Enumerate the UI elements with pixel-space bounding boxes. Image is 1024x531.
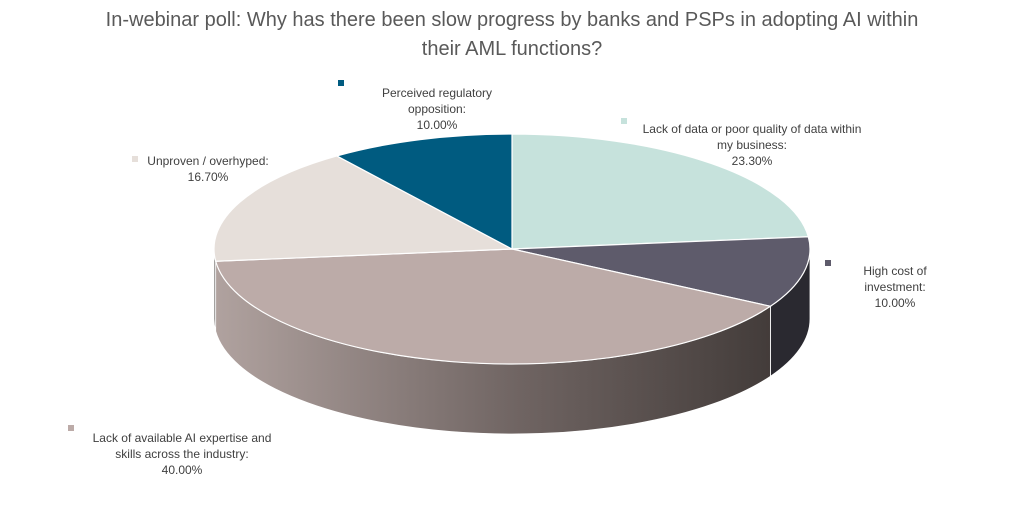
legend-key-overhyped (132, 156, 138, 162)
pie-slice-data-quality (511, 133, 810, 250)
slice-label-overhyped: Unproven / overhyped: 16.70% (147, 154, 269, 184)
legend-key-expertise (68, 425, 74, 431)
chart-title: In-webinar poll: Why has there been slow… (105, 9, 919, 60)
slice-label-cost: High cost of investment: 10.00% (863, 264, 927, 310)
pie-slice-regulatory (335, 133, 513, 250)
legend-key-regulatory (338, 80, 344, 86)
pie-slice-cost (511, 236, 811, 307)
slice-label-data-quality: Lack of data or poor quality of data wit… (642, 122, 862, 168)
slice-label-expertise: Lack of available AI expertise and skill… (92, 431, 272, 477)
pie-slice-expertise (214, 248, 772, 365)
legend-key-data-quality (621, 118, 627, 124)
pie-slice-overhyped (213, 155, 515, 262)
slice-label-regulatory: Perceived regulatory opposition: 10.00% (381, 86, 493, 132)
legend-key-cost (825, 260, 831, 266)
